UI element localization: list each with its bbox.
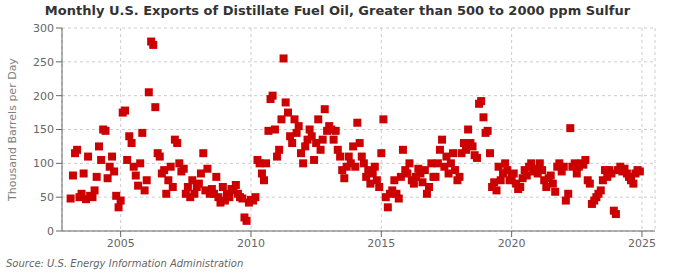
- svg-text:2010: 2010: [237, 237, 265, 250]
- html-text:Monthly U.S. Exports of Distil: Monthly U.S. Exports of Distillate Fuel …: [44, 3, 631, 18]
- svg-text:250: 250: [33, 56, 54, 69]
- svg-text:0: 0: [47, 225, 54, 238]
- html-text:Source: U.S. Energy Informatio: Source: U.S. Energy Information Administ…: [6, 258, 244, 269]
- svg-text:2005: 2005: [107, 237, 135, 250]
- svg-text:2020: 2020: [498, 237, 526, 250]
- svg-text:200: 200: [33, 90, 54, 103]
- svg-text:Thousand Barrels per Day: Thousand Barrels per Day: [8, 58, 19, 202]
- svg-text:2025: 2025: [628, 237, 656, 250]
- svg-text:100: 100: [33, 157, 54, 170]
- svg-text:300: 300: [33, 22, 54, 35]
- svg-text:150: 150: [33, 123, 54, 136]
- svg-text:2015: 2015: [367, 237, 395, 250]
- svg-text:50: 50: [40, 191, 54, 204]
